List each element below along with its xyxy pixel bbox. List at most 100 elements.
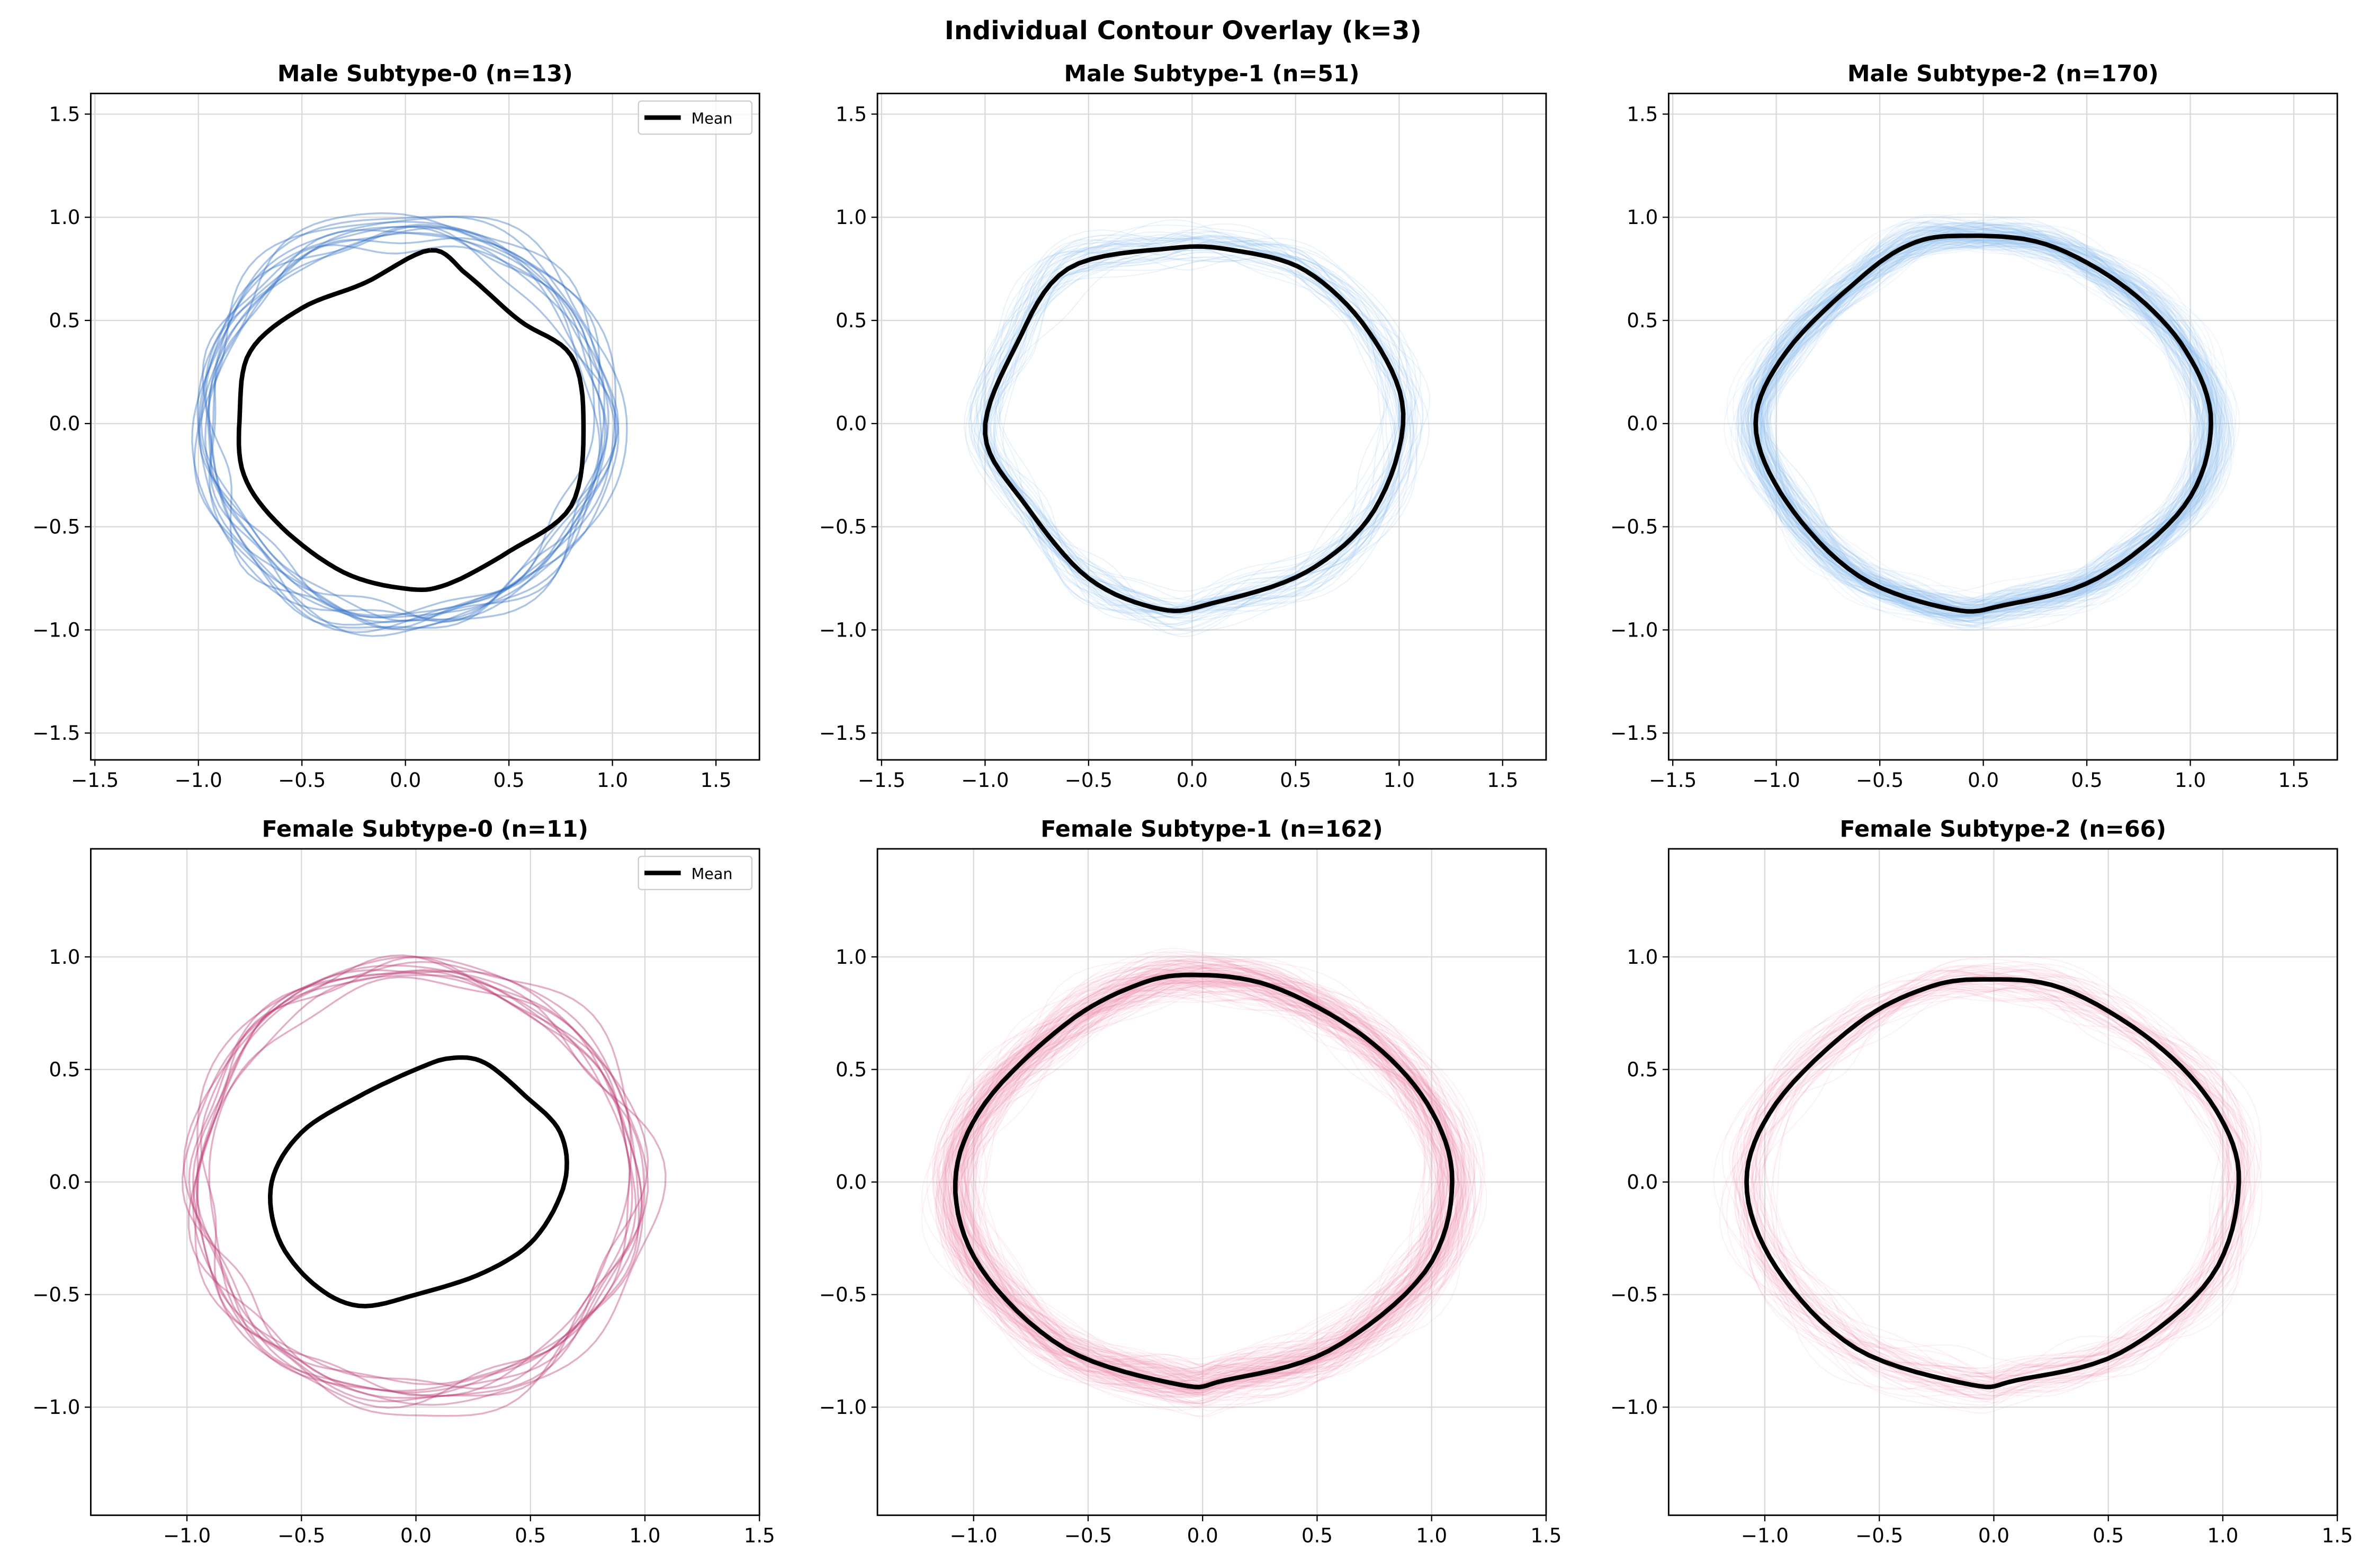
individual-contour (1755, 982, 2240, 1386)
individual-contour (961, 984, 1450, 1381)
individual-contour (978, 974, 1457, 1396)
y-tick-label: −1.5 (1610, 722, 1658, 745)
individual-contour (1749, 232, 2224, 624)
individual-contour (1769, 238, 2210, 605)
individual-contour (202, 244, 608, 623)
y-tick-label: −1.0 (819, 619, 867, 641)
subplot-title: Female Subtype-0 (n=11) (262, 816, 589, 843)
x-tick-label: 1.5 (744, 1525, 775, 1547)
individual-contour (1760, 235, 2200, 602)
individual-contour (958, 974, 1465, 1395)
individual-contour (1755, 221, 2224, 629)
individual-contour (936, 960, 1464, 1392)
x-tick-label: −1.0 (175, 769, 222, 792)
individual-contour (1740, 989, 2241, 1376)
x-tick-label: −0.5 (1856, 769, 1904, 792)
subplot-title: Male Subtype-2 (n=170) (1847, 61, 2159, 87)
individual-contour (1753, 980, 2222, 1403)
x-tick-label: 1.5 (1487, 769, 1518, 792)
individual-contour (931, 976, 1487, 1378)
individual-contour (1750, 236, 2219, 623)
individual-contour (961, 971, 1458, 1377)
y-tick-label: 1.5 (836, 103, 867, 126)
x-tick-label: −0.5 (278, 769, 326, 792)
subplot-grid: Male Subtype-0 (n=13) −1.5 −1.0 −0.5 0.0 0.5 1… (32, 61, 2353, 1547)
y-tick-label: 1.5 (1627, 103, 1658, 126)
individual-contour (1752, 230, 2218, 604)
x-tick-label: 0.0 (1978, 1525, 2009, 1547)
individual-contour (934, 979, 1477, 1389)
axes-frame (1667, 848, 2338, 1516)
individual-contour (936, 961, 1468, 1398)
individual-contour (953, 964, 1432, 1402)
individual-contour (974, 236, 1424, 612)
mean-contour (1744, 977, 2241, 1390)
individual-contour (1746, 238, 2230, 620)
individual-contour (952, 974, 1434, 1396)
legend-label: Mean (692, 110, 733, 128)
x-tick-label: −0.5 (1855, 1525, 1903, 1547)
individual-contour (992, 252, 1400, 613)
individual-contour (1002, 251, 1391, 611)
individual-contour (954, 980, 1459, 1394)
legend-box (638, 856, 753, 890)
individual-contour (1756, 235, 2196, 609)
x-tick-label: 1.5 (2278, 769, 2310, 792)
individual-contour (974, 975, 1431, 1373)
x-tick-label: −1.0 (163, 1525, 211, 1547)
individual-contour (945, 981, 1477, 1388)
individual-contour (981, 235, 1408, 606)
individual-contour (985, 236, 1406, 612)
y-tick-label: 0.5 (836, 309, 867, 332)
individual-contour (993, 237, 1422, 627)
individual-contour (1759, 974, 2231, 1379)
individual-contour (1770, 230, 2207, 606)
individual-contour (965, 970, 1443, 1382)
individual-contour (943, 960, 1457, 1392)
individual-contour (1759, 222, 2228, 619)
individual-contour (1741, 955, 2243, 1406)
y-tick-label: 0.0 (1627, 1171, 1658, 1194)
individual-contour (952, 982, 1452, 1374)
individual-contour (977, 240, 1387, 611)
individual-contour (1731, 975, 2229, 1382)
x-tick-label: −1.0 (1741, 1525, 1789, 1547)
x-tick-label: −0.5 (1064, 1525, 1112, 1547)
individual-contour (1740, 968, 2245, 1396)
individual-contour (1753, 240, 2220, 623)
individual-contour (1747, 223, 2231, 625)
individual-contour (1719, 976, 2242, 1369)
individual-contour (962, 972, 1458, 1382)
legend: Mean (638, 856, 753, 890)
individual-contour (1770, 978, 2228, 1372)
x-tick-label: −1.0 (950, 1525, 998, 1547)
individual-contour (1755, 229, 2218, 620)
individual-contour (1740, 236, 2240, 621)
x-tick-label: 0.5 (515, 1525, 546, 1547)
mean-contour (236, 248, 586, 593)
individual-contour (1746, 238, 2223, 629)
individual-contour (944, 980, 1452, 1368)
axes-frame (876, 93, 1547, 761)
individual-contour (1760, 221, 2197, 615)
individual-contour (957, 981, 1447, 1375)
individual-contour (953, 967, 1467, 1406)
individual-contour (1751, 966, 2237, 1386)
individual-contour (948, 973, 1466, 1383)
individual-contour (965, 242, 1417, 603)
individual-contour (942, 957, 1467, 1393)
individual-contour (198, 221, 606, 631)
individual-contour (1736, 965, 2242, 1388)
individual-contour (1764, 224, 2209, 608)
subplot-title: Female Subtype-1 (n=162) (1040, 816, 1383, 843)
x-tick-label: 0.0 (1187, 1525, 1218, 1547)
individual-contour (1746, 975, 2253, 1387)
individual-contour (968, 232, 1402, 625)
individual-contour (188, 954, 643, 1403)
mean-contour (953, 972, 1455, 1390)
individual-contour (1763, 234, 2210, 607)
individual-contour (1734, 972, 2252, 1396)
y-tick-label: −1.0 (819, 1396, 867, 1419)
individual-contour (988, 256, 1396, 603)
